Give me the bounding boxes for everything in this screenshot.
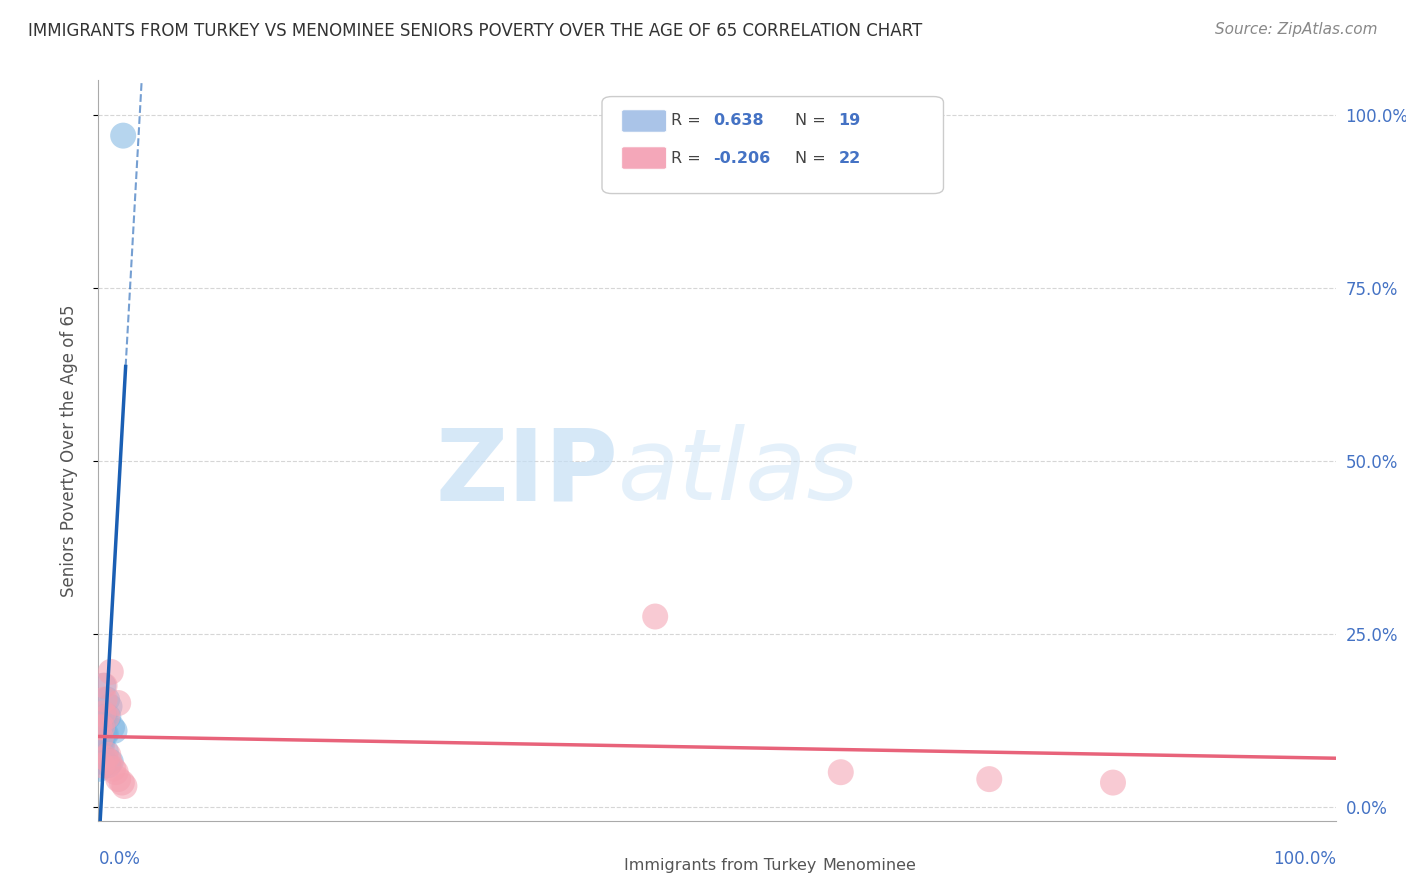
Point bbox=[979, 772, 1001, 786]
Point bbox=[91, 758, 114, 772]
Point bbox=[90, 731, 112, 745]
FancyBboxPatch shape bbox=[783, 856, 820, 875]
Y-axis label: Seniors Poverty Over the Age of 65: Seniors Poverty Over the Age of 65 bbox=[59, 304, 77, 597]
Point bbox=[91, 720, 114, 734]
Text: -0.206: -0.206 bbox=[713, 151, 770, 166]
Point bbox=[103, 723, 125, 738]
Text: ZIP: ZIP bbox=[436, 425, 619, 521]
Point bbox=[97, 758, 120, 772]
Point bbox=[1102, 775, 1125, 789]
Text: Source: ZipAtlas.com: Source: ZipAtlas.com bbox=[1215, 22, 1378, 37]
Point bbox=[91, 738, 114, 752]
FancyBboxPatch shape bbox=[621, 110, 666, 132]
Point bbox=[90, 738, 112, 752]
Text: N =: N = bbox=[794, 113, 831, 128]
Point bbox=[111, 775, 134, 789]
Point bbox=[91, 747, 114, 762]
Point bbox=[93, 727, 115, 741]
Point bbox=[104, 765, 127, 780]
Point bbox=[100, 755, 122, 769]
Text: R =: R = bbox=[671, 113, 706, 128]
Point bbox=[101, 720, 124, 734]
Point bbox=[93, 706, 115, 721]
Point bbox=[830, 765, 852, 780]
Text: Menominee: Menominee bbox=[823, 857, 917, 872]
Point bbox=[93, 755, 115, 769]
Text: N =: N = bbox=[794, 151, 831, 166]
Point bbox=[103, 762, 125, 776]
Point bbox=[98, 699, 121, 714]
Point bbox=[94, 751, 117, 765]
Point bbox=[98, 755, 121, 769]
Point bbox=[112, 128, 135, 143]
Text: Immigrants from Turkey: Immigrants from Turkey bbox=[624, 857, 817, 872]
Text: R =: R = bbox=[671, 151, 706, 166]
Point bbox=[91, 716, 114, 731]
Point bbox=[93, 679, 115, 693]
Point bbox=[93, 679, 115, 693]
Point bbox=[644, 609, 666, 624]
Point bbox=[97, 747, 120, 762]
Text: 19: 19 bbox=[838, 113, 860, 128]
FancyBboxPatch shape bbox=[621, 147, 666, 169]
Point bbox=[93, 710, 115, 724]
Point bbox=[107, 696, 129, 710]
Text: 22: 22 bbox=[838, 151, 860, 166]
Text: atlas: atlas bbox=[619, 425, 859, 521]
Point bbox=[96, 710, 118, 724]
Point bbox=[97, 710, 120, 724]
Point bbox=[100, 665, 122, 679]
Point bbox=[107, 772, 129, 786]
Text: 100.0%: 100.0% bbox=[1272, 850, 1336, 868]
Point bbox=[89, 720, 111, 734]
FancyBboxPatch shape bbox=[585, 856, 621, 875]
Point bbox=[94, 744, 117, 758]
Text: IMMIGRANTS FROM TURKEY VS MENOMINEE SENIORS POVERTY OVER THE AGE OF 65 CORRELATI: IMMIGRANTS FROM TURKEY VS MENOMINEE SENI… bbox=[28, 22, 922, 40]
FancyBboxPatch shape bbox=[602, 96, 943, 194]
Point bbox=[89, 762, 111, 776]
Point bbox=[93, 692, 115, 706]
Text: 0.0%: 0.0% bbox=[98, 850, 141, 868]
Point bbox=[112, 779, 135, 793]
Point bbox=[94, 727, 117, 741]
Point bbox=[96, 692, 118, 706]
Text: 0.638: 0.638 bbox=[713, 113, 763, 128]
